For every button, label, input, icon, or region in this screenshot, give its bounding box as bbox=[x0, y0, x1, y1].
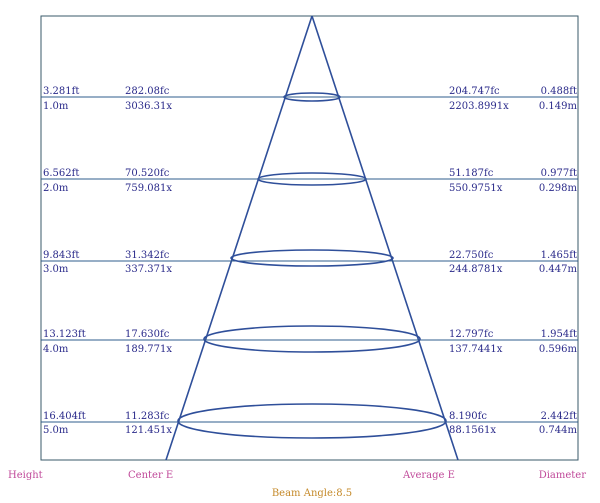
average-lx-label: 244.8781x bbox=[449, 264, 503, 275]
beam-ellipses bbox=[177, 92, 447, 439]
beam-angle-label: Beam Angle:8.5 bbox=[272, 488, 352, 499]
height-m-label: 1.0m bbox=[43, 101, 69, 112]
height-ft-label: 3.281ft bbox=[43, 86, 79, 97]
height-ft-label: 13.123ft bbox=[43, 329, 86, 340]
diameter-heading: Diameter bbox=[539, 470, 587, 481]
average-fc-label: 12.797fc bbox=[449, 329, 494, 340]
beam-ellipse-3 bbox=[230, 249, 394, 267]
average-e-heading: Average E bbox=[402, 470, 455, 481]
diameter-m-label: 0.596m bbox=[539, 344, 578, 355]
diameter-m-label: 0.744m bbox=[539, 425, 578, 436]
average-fc-label: 51.187fc bbox=[449, 168, 494, 179]
center-fc-label: 70.520fc bbox=[125, 168, 170, 179]
height-m-label: 2.0m bbox=[43, 183, 69, 194]
center-lx-label: 121.451x bbox=[125, 425, 172, 436]
center-fc-label: 17.630fc bbox=[125, 329, 170, 340]
height-ft-label: 9.843ft bbox=[43, 250, 79, 261]
diameter-m-label: 0.298m bbox=[539, 183, 578, 194]
diameter-ft-label: 1.465ft bbox=[541, 250, 577, 261]
center-fc-label: 282.08fc bbox=[125, 86, 170, 97]
level-lines bbox=[41, 96, 578, 423]
center-e-heading: Center E bbox=[128, 470, 173, 481]
average-fc-label: 204.747fc bbox=[449, 86, 500, 97]
average-lx-label: 550.9751x bbox=[449, 183, 503, 194]
beam-ellipse-1 bbox=[283, 92, 341, 102]
cone-left-edge bbox=[165, 15, 313, 461]
column-headings: Height Center E Average E Diameter bbox=[8, 470, 586, 481]
diameter-ft-label: 0.977ft bbox=[541, 168, 577, 179]
average-lx-label: 2203.8991x bbox=[449, 101, 509, 112]
average-lx-label: 88.1561x bbox=[449, 425, 496, 436]
average-fc-label: 8.190fc bbox=[449, 411, 487, 422]
row-1: 3.281ft 1.0m 282.08fc 3036.31x 204.747fc… bbox=[43, 86, 578, 112]
cone-right-edge bbox=[311, 15, 459, 461]
height-heading: Height bbox=[8, 470, 43, 481]
center-fc-label: 11.283fc bbox=[125, 411, 170, 422]
diameter-ft-label: 1.954ft bbox=[541, 329, 577, 340]
diameter-ft-label: 2.442ft bbox=[541, 411, 577, 422]
beam-ellipse-5 bbox=[177, 403, 447, 439]
row-5: 16.404ft 5.0m 11.283fc 121.451x 8.190fc … bbox=[43, 411, 578, 436]
average-fc-label: 22.750fc bbox=[449, 250, 494, 261]
beam-ellipse-2 bbox=[257, 172, 367, 186]
height-ft-label: 6.562ft bbox=[43, 168, 79, 179]
average-lx-label: 137.7441x bbox=[449, 344, 503, 355]
row-4: 13.123ft 4.0m 17.630fc 189.771x 12.797fc… bbox=[43, 329, 578, 355]
center-lx-label: 337.371x bbox=[125, 264, 172, 275]
center-lx-label: 189.771x bbox=[125, 344, 172, 355]
height-m-label: 5.0m bbox=[43, 425, 69, 436]
row-3: 9.843ft 3.0m 31.342fc 337.371x 22.750fc … bbox=[43, 250, 578, 275]
row-2: 6.562ft 2.0m 70.520fc 759.081x 51.187fc … bbox=[43, 168, 578, 194]
diagram-frame bbox=[40, 15, 579, 461]
beam-ellipse-4 bbox=[203, 325, 421, 353]
diameter-m-label: 0.149m bbox=[539, 101, 578, 112]
light-cone bbox=[165, 15, 459, 461]
diameter-ft-label: 0.488ft bbox=[541, 86, 577, 97]
center-lx-label: 3036.31x bbox=[125, 101, 172, 112]
diameter-m-label: 0.447m bbox=[539, 264, 578, 275]
center-lx-label: 759.081x bbox=[125, 183, 172, 194]
center-fc-label: 31.342fc bbox=[125, 250, 170, 261]
height-m-label: 3.0m bbox=[43, 264, 69, 275]
height-m-label: 4.0m bbox=[43, 344, 69, 355]
height-ft-label: 16.404ft bbox=[43, 411, 86, 422]
